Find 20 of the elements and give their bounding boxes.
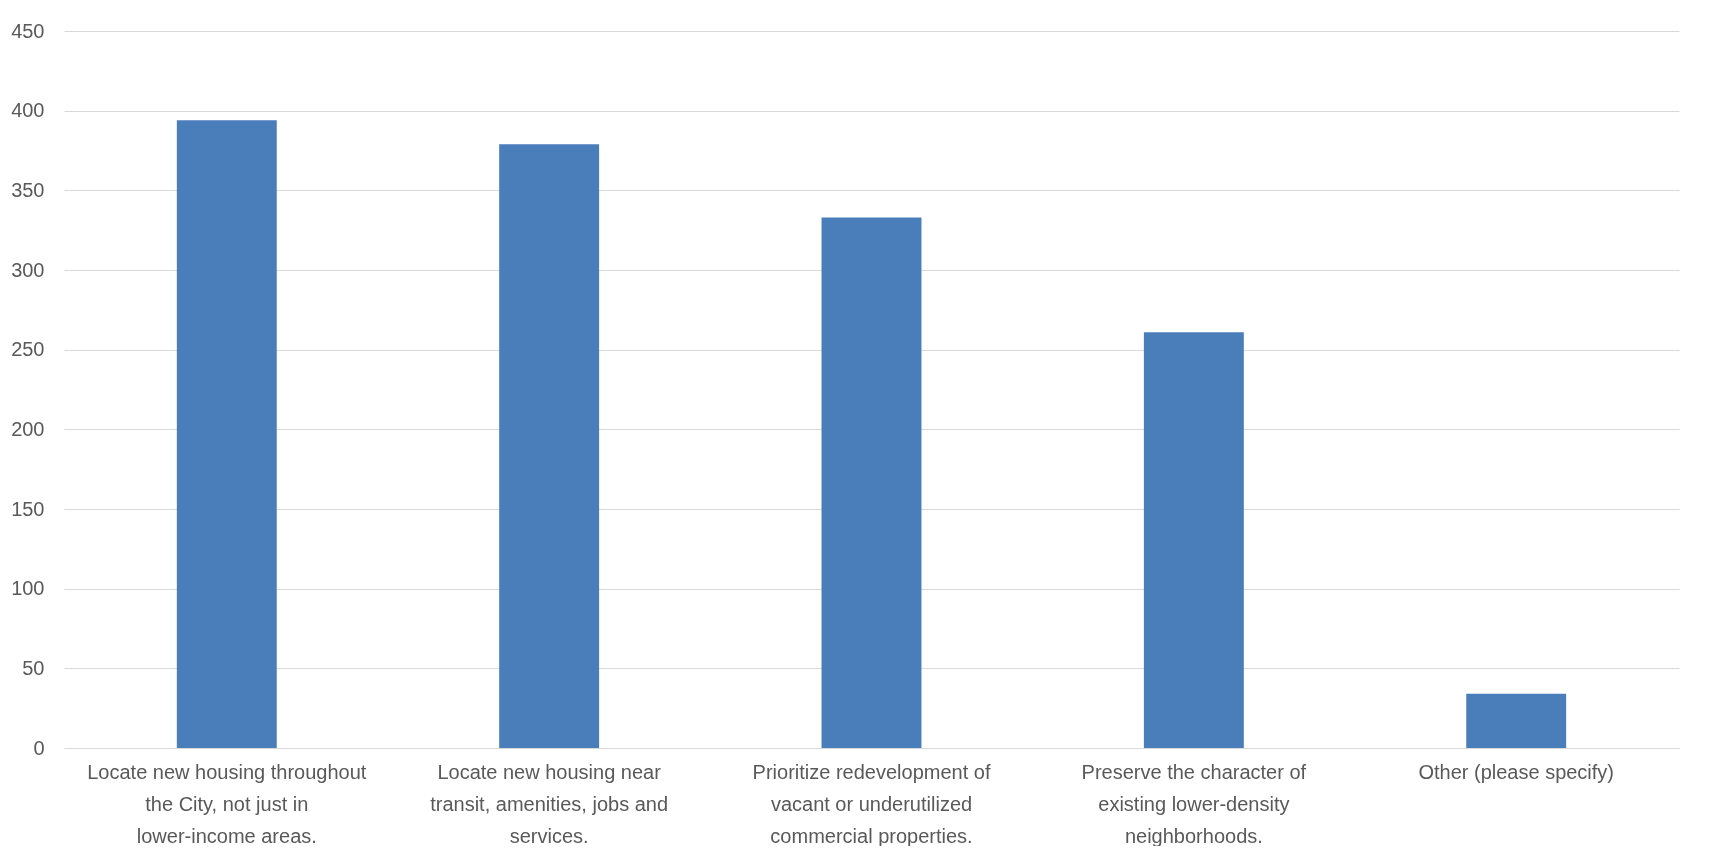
x-tick-label: Other (please specify) <box>1418 760 1615 783</box>
bar <box>1143 332 1244 748</box>
y-tick-label: 250 <box>11 338 45 361</box>
y-tick-label: 300 <box>11 258 45 281</box>
x-tick-label: Locate new housing throughout the City, not just in lower-income areas. <box>87 760 367 847</box>
y-tick-label: 0 <box>33 736 45 759</box>
y-tick-label: 450 <box>11 19 45 42</box>
x-tick-label: Prioritize redevelopment of vacant or underutilized commercial properties. <box>752 760 991 847</box>
y-tick-label: 400 <box>11 99 45 122</box>
bar <box>1466 693 1567 748</box>
bar <box>499 144 600 748</box>
x-tick-label: Locate new housing near transit, amenities, jobs and services. <box>430 760 669 847</box>
x-tick-label: Preserve the character of existing lower-density neighborhoods. <box>1081 760 1307 847</box>
bar <box>176 120 277 748</box>
y-tick-label: 150 <box>11 497 45 520</box>
y-tick-label: 350 <box>11 178 45 201</box>
y-tick-label: 50 <box>22 656 45 679</box>
y-tick-label: 100 <box>11 577 45 600</box>
bar <box>821 217 922 748</box>
y-tick-label: 200 <box>11 417 45 440</box>
